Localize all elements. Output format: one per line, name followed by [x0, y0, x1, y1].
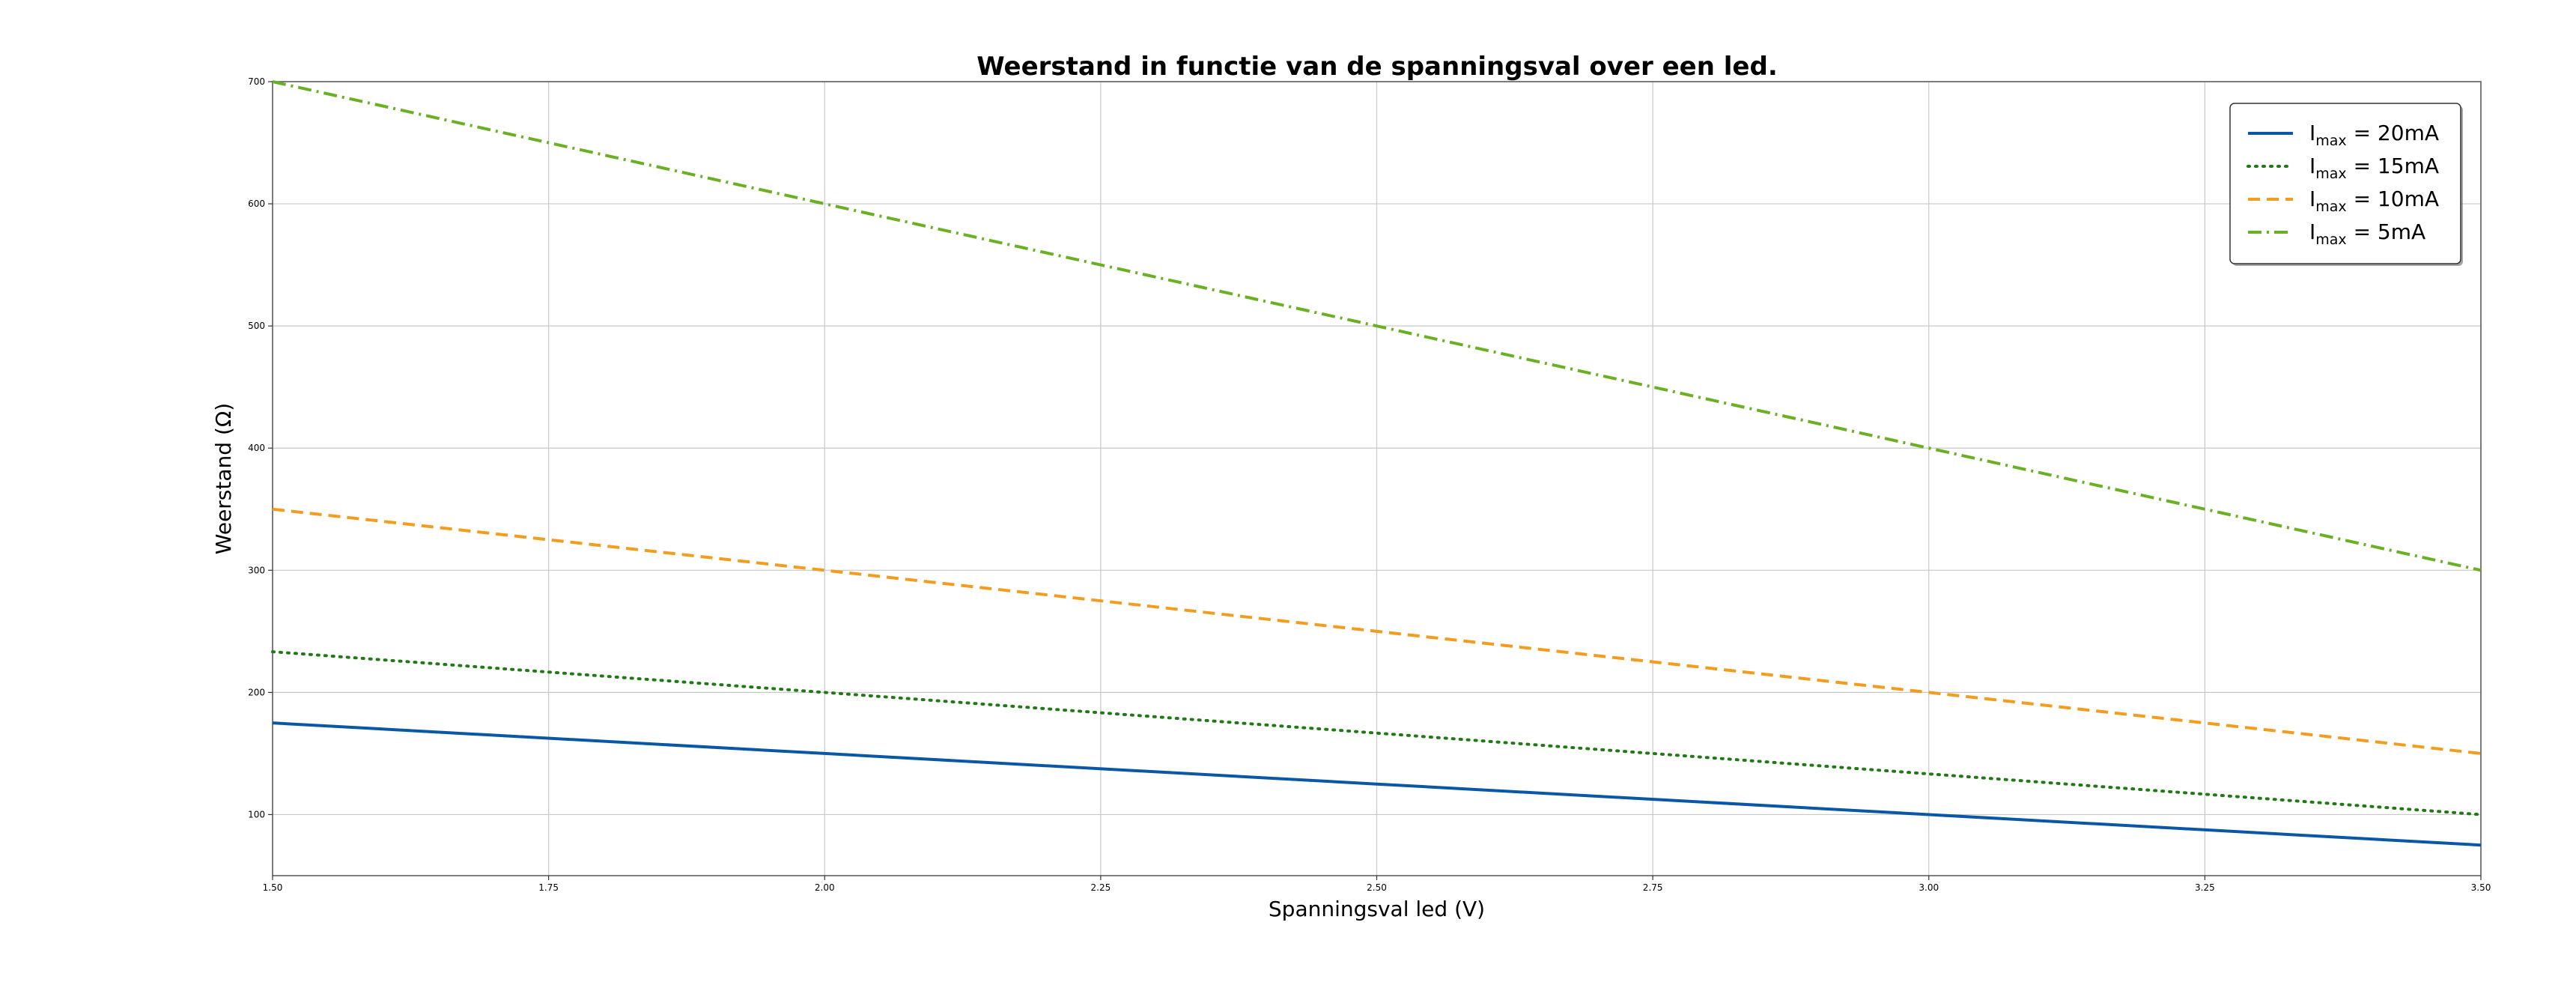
y-tick-label: 200 [248, 687, 265, 697]
x-tick-label: 2.50 [1367, 882, 1387, 893]
legend-value: = 5mA [2347, 219, 2426, 244]
x-tick-label: 1.50 [263, 882, 283, 893]
legend-label-4: Imax = 5mA [2309, 219, 2425, 248]
series-line-4 [272, 80, 2482, 572]
legend-value: = 20mA [2347, 121, 2439, 145]
x-tick-label: 3.50 [2471, 882, 2491, 893]
legend-subscript: max [2315, 133, 2346, 149]
chart-title: Weerstand in functie van de spanningsval… [976, 52, 1778, 82]
series-line-1 [272, 721, 2482, 847]
grid-lines [272, 81, 2482, 876]
x-tick-label: 1.75 [538, 882, 559, 893]
legend-box [2229, 103, 2461, 264]
y-tick-label: 500 [248, 321, 265, 331]
legend-var: I [2309, 187, 2315, 211]
series-lines [271, 80, 2482, 847]
series-line-2 [271, 650, 2482, 816]
x-tick-label: 3.25 [2195, 882, 2215, 893]
legend-var: I [2309, 219, 2315, 244]
y-axis: 100 200 300 400 500 600 700 [248, 76, 273, 819]
legend-var: I [2309, 121, 2315, 145]
legend-subscript: max [2315, 166, 2346, 182]
legend-value: = 10mA [2347, 187, 2439, 211]
legend-label-1: Imax = 20mA [2309, 121, 2439, 149]
y-tick-label: 300 [248, 565, 265, 575]
legend-value: = 15mA [2347, 154, 2439, 178]
series-line-3 [272, 507, 2482, 755]
x-axis-label: Spanningsval led (V) [1269, 897, 1485, 921]
y-tick-label: 400 [248, 443, 265, 453]
legend-var: I [2309, 154, 2315, 178]
legend-subscript: max [2315, 231, 2346, 248]
x-axis: 1.50 1.75 2.00 2.25 2.50 2.75 3.00 3.25 3.50 [263, 876, 2491, 893]
x-tick-label: 3.00 [1919, 882, 1939, 893]
x-tick-label: 2.00 [815, 882, 835, 893]
x-tick-label: 2.25 [1091, 882, 1111, 893]
x-tick-label: 2.75 [1643, 882, 1663, 893]
y-tick-label: 600 [248, 199, 265, 209]
y-tick-label: 100 [248, 809, 265, 819]
y-axis-label: Weerstand (Ω) [211, 403, 236, 554]
legend-label-3: Imax = 10mA [2309, 187, 2439, 215]
legend-subscript: max [2315, 199, 2346, 215]
y-tick-label: 700 [248, 76, 265, 87]
legend-label-2: Imax = 15mA [2309, 154, 2439, 182]
